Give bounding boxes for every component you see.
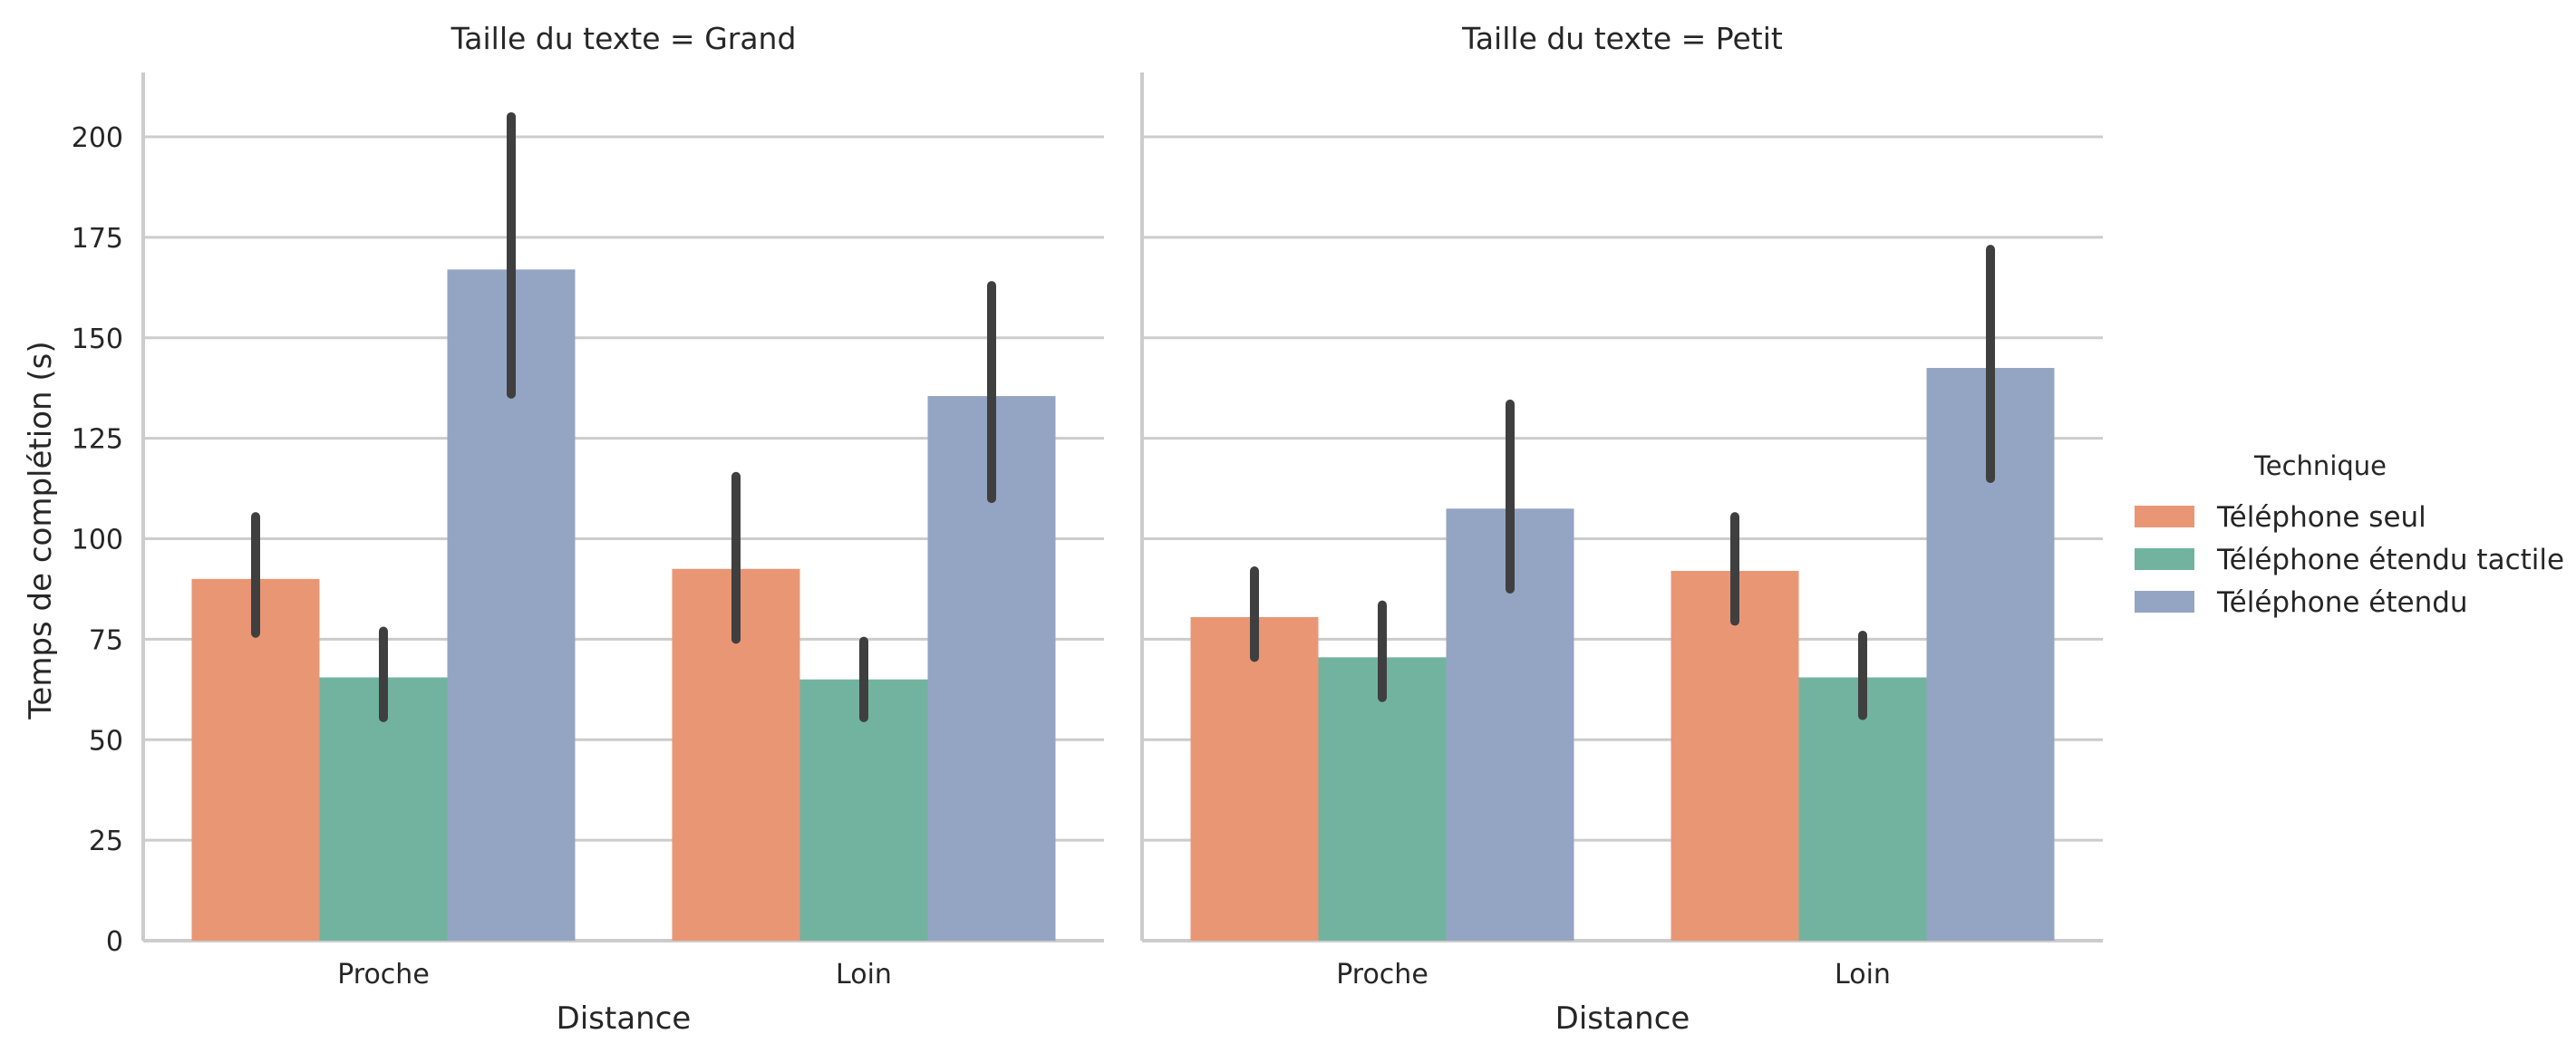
bar-1 — [1318, 657, 1447, 941]
bar-1 — [799, 679, 928, 941]
x-axis-title: Distance — [557, 1000, 692, 1037]
x-tick-label: Loin — [1835, 959, 1891, 991]
y-tick-label: 200 — [72, 122, 123, 154]
legend-label: Téléphone étendu tactile — [2216, 544, 2564, 576]
y-tick-label: 0 — [106, 926, 123, 958]
legend-swatch — [2135, 548, 2194, 570]
y-tick-label: 100 — [72, 525, 123, 556]
y-tick-label: 150 — [72, 324, 123, 355]
x-tick-label: Loin — [836, 959, 892, 991]
x-tick-label: Proche — [337, 959, 430, 991]
legend-label: Téléphone seul — [2216, 501, 2426, 534]
y-tick-label: 125 — [72, 424, 123, 456]
y-tick-label: 75 — [89, 624, 123, 656]
facet-title: Taille du texte = Grand — [450, 21, 797, 56]
legend-swatch — [2135, 506, 2194, 527]
bar-0 — [1671, 570, 1799, 941]
bar-0 — [1190, 616, 1319, 941]
legend-title: Technique — [2253, 450, 2387, 481]
bar-0 — [191, 578, 320, 941]
legend-label: Téléphone étendu — [2216, 586, 2468, 619]
legend-swatch — [2135, 591, 2194, 613]
y-axis-title: Temps de complétion (s) — [23, 341, 59, 720]
x-tick-label: Proche — [1336, 959, 1428, 991]
facet-title: Taille du texte = Petit — [1461, 21, 1783, 56]
facet-panel-0: 0 25 50 75 100 125 150 175 200 Taille du texte = … — [72, 21, 1104, 1037]
legend: Technique Téléphone seul Téléphone étendu … — [2135, 450, 2564, 619]
y-tick-label: 50 — [89, 725, 123, 757]
y-tick-label: 25 — [89, 826, 123, 857]
y-tick-label: 175 — [72, 223, 123, 255]
bar-1 — [1798, 677, 1927, 941]
x-axis-title: Distance — [1555, 1000, 1690, 1037]
facet-panel-1: Taille du texte = Petit Proche Loin Distanc… — [1140, 21, 2103, 1037]
